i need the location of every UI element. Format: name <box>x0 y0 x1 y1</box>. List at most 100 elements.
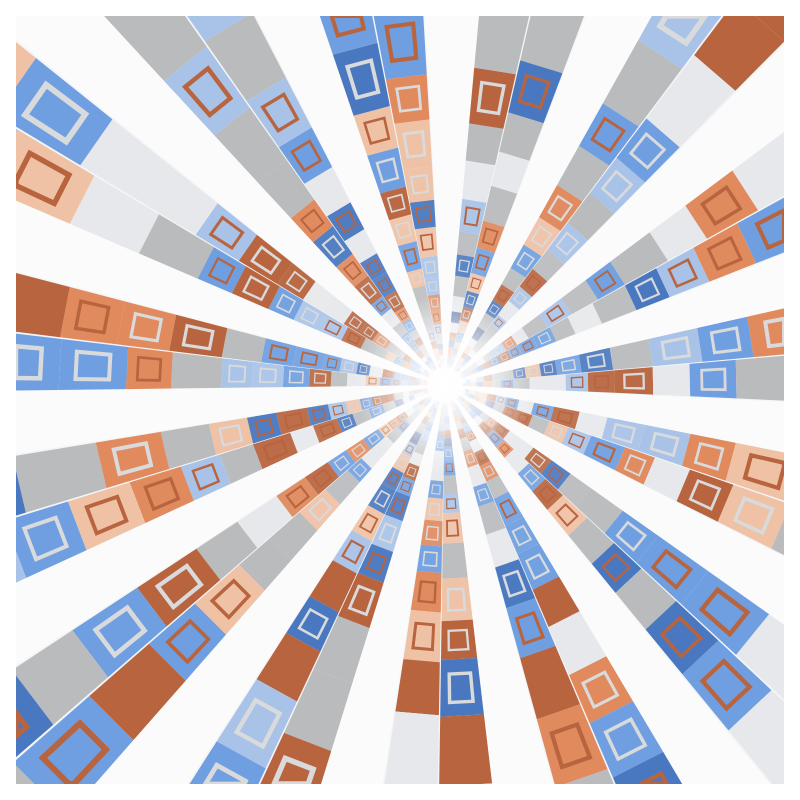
facade-cell <box>652 363 691 397</box>
facade-cell <box>528 415 550 435</box>
facade-cell <box>499 112 544 161</box>
facade-cell <box>313 616 370 684</box>
facade-cell <box>638 16 722 69</box>
window-frame <box>285 270 308 293</box>
facade-cell <box>614 367 654 395</box>
window-frame <box>415 205 432 223</box>
facade-cell <box>466 272 486 295</box>
window-frame <box>388 295 401 309</box>
artwork-canvas <box>16 16 784 784</box>
window-frame <box>499 498 518 519</box>
facade-cell <box>531 402 555 421</box>
window-frame <box>419 233 434 251</box>
facade-cell <box>325 470 360 505</box>
light-gap-wedge <box>445 385 770 784</box>
window-frame <box>514 610 546 646</box>
facade-cell <box>246 412 282 444</box>
window-frame <box>402 130 427 159</box>
window-frame <box>109 662 167 720</box>
window-frame <box>351 443 366 458</box>
facade-cell <box>180 454 231 501</box>
window-frame <box>496 289 510 303</box>
facade-cell <box>338 572 384 629</box>
facade-cell <box>510 244 542 278</box>
window-frame <box>227 364 247 383</box>
facade-cell <box>290 199 333 243</box>
window-frame <box>341 416 353 429</box>
facade-cell <box>561 280 599 315</box>
center-glow <box>355 295 535 475</box>
facade-cell <box>327 401 349 420</box>
facade-cell <box>256 632 321 702</box>
window-frame <box>732 496 775 536</box>
window-frame <box>667 258 699 289</box>
facade-cell <box>495 559 536 609</box>
facade-cell <box>195 564 265 635</box>
facade-cell <box>347 458 372 483</box>
facade-cell <box>164 46 250 136</box>
facade-cell <box>508 286 532 310</box>
facade-cell <box>16 128 18 133</box>
window-frame <box>111 440 154 477</box>
window-frame <box>375 157 400 184</box>
window-frame <box>326 357 338 369</box>
window-frame <box>341 539 365 565</box>
facade-cell <box>208 417 253 455</box>
facade-cell <box>341 327 366 349</box>
window-frame <box>446 519 460 537</box>
facade-cell <box>125 347 173 390</box>
facade-cell <box>16 333 62 391</box>
facade-cell <box>440 658 484 717</box>
facade-cell <box>643 457 690 502</box>
window-frame <box>375 300 388 313</box>
window-frame <box>319 422 337 438</box>
facade-cell <box>453 275 470 298</box>
window-frame <box>373 489 391 508</box>
window-frame <box>470 277 482 290</box>
facade-cell <box>610 232 668 285</box>
facade-cell <box>409 199 436 230</box>
window-frame <box>395 84 423 113</box>
window-frame <box>463 206 481 227</box>
window-frame <box>556 410 574 425</box>
facade-cell <box>58 339 129 390</box>
window-frame <box>447 671 475 705</box>
facade-cell <box>309 560 357 613</box>
window-frame <box>332 404 345 416</box>
facade-cell <box>276 407 311 435</box>
facade-cell <box>771 518 784 555</box>
window-frame <box>312 468 333 488</box>
facade-cell <box>385 74 430 124</box>
facade-cell <box>327 450 356 477</box>
facade-cell <box>492 284 515 308</box>
facade-cell <box>567 303 602 334</box>
facade-cell <box>403 166 435 203</box>
window-frame <box>386 471 400 486</box>
facade-cell <box>169 314 228 358</box>
window-frame <box>476 487 490 502</box>
window-frame <box>299 351 319 367</box>
facade-cell <box>547 495 588 536</box>
facade-cell <box>728 690 784 784</box>
window-frame <box>154 563 204 611</box>
window-frame <box>399 480 412 493</box>
window-frame <box>700 367 727 392</box>
window-frame <box>517 73 552 110</box>
facade-cell <box>278 127 333 184</box>
window-frame <box>458 259 471 273</box>
facade-cell <box>532 249 565 282</box>
window-frame <box>603 717 648 762</box>
window-frame <box>268 344 290 362</box>
facade-cell <box>354 275 383 305</box>
window-frame <box>601 552 632 583</box>
facade-cell <box>403 610 441 663</box>
facade-cell <box>219 444 263 484</box>
facade-cell <box>517 463 546 492</box>
facade-cell <box>336 253 368 287</box>
light-gap-wedge <box>16 200 445 385</box>
facade-cell <box>532 479 563 510</box>
window-frame <box>650 548 694 590</box>
window-frame <box>92 604 148 659</box>
window-frame <box>313 372 327 384</box>
facade-cell <box>196 521 258 580</box>
